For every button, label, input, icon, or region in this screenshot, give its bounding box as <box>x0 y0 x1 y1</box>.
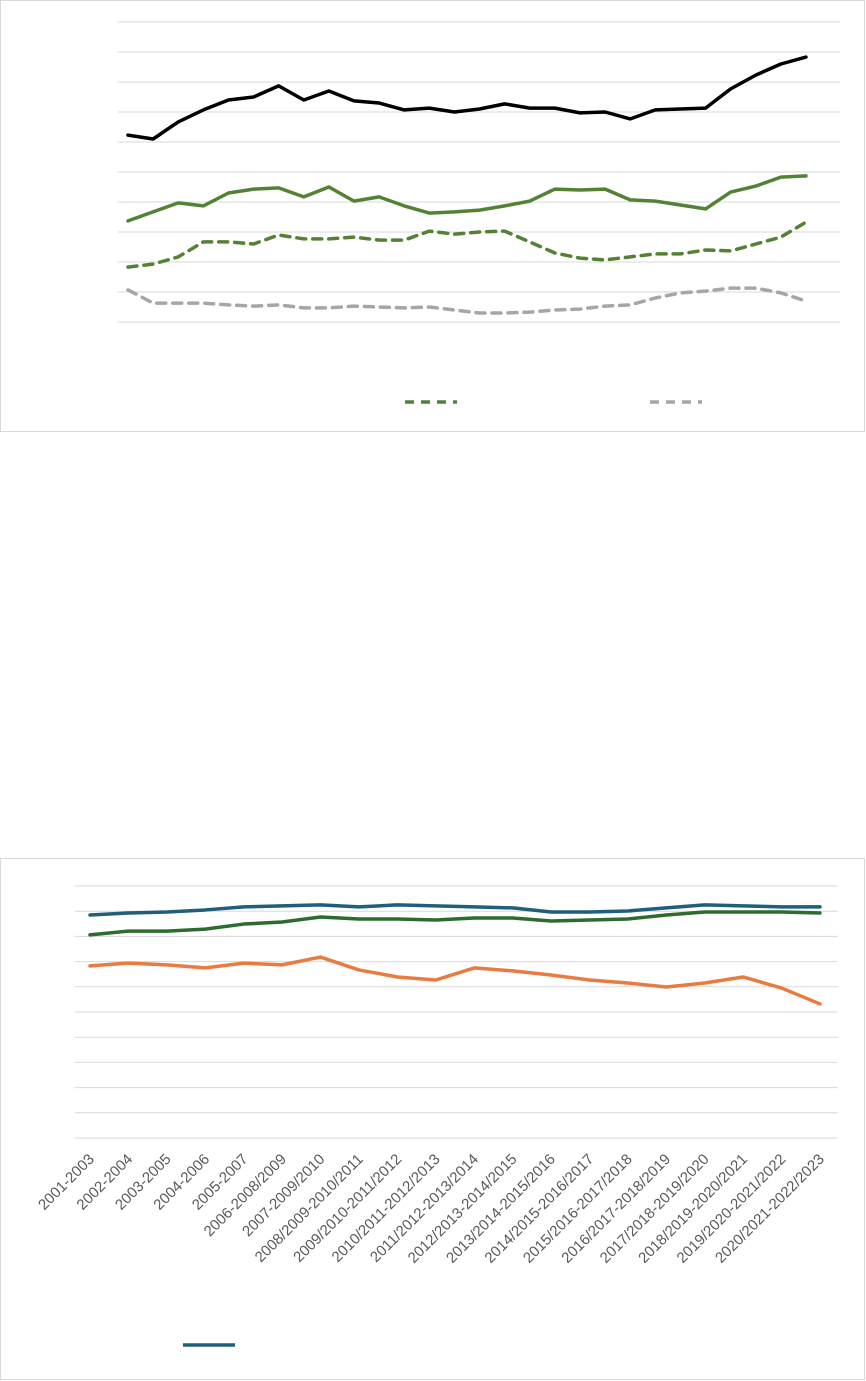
data-line <box>126 286 808 315</box>
chart-frame <box>0 0 865 432</box>
data-line <box>88 910 822 937</box>
chart-frame <box>0 858 865 1380</box>
data-line <box>88 955 822 1006</box>
data-line <box>126 220 808 269</box>
data-line <box>126 174 808 223</box>
data-line <box>126 55 808 141</box>
data-line <box>88 903 822 917</box>
